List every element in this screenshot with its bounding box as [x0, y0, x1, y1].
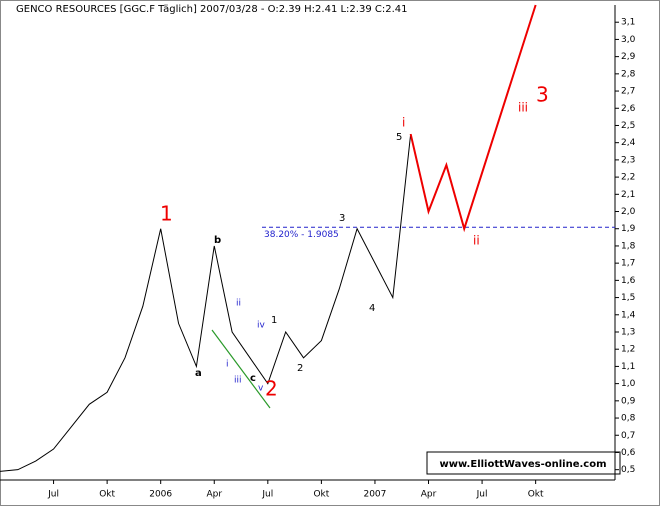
wave-label: 1 [271, 315, 277, 326]
y-tick-label: 0,9 [621, 396, 636, 406]
wave-label: c [250, 373, 256, 384]
wave-label: v [258, 384, 264, 394]
wave-label: ii [473, 234, 480, 248]
y-tick-label: 1,8 [621, 241, 636, 251]
y-tick-label: 1,7 [621, 259, 635, 269]
trend-line [211, 329, 271, 409]
y-tick-label: 2,8 [621, 69, 636, 79]
y-tick-label: 0,7 [621, 431, 635, 441]
wave-label: iv [257, 321, 266, 331]
price-line [409, 4, 537, 233]
wave-label: b [214, 235, 221, 246]
y-tick-label: 1,0 [621, 379, 636, 389]
wave-label: i [226, 360, 229, 370]
wave-label: 3 [339, 213, 345, 224]
wave-label: 2 [297, 363, 303, 374]
x-tick-label: Okt [528, 490, 544, 500]
y-tick-label: 2,9 [621, 52, 636, 62]
wave-label: i [402, 116, 405, 130]
x-tick-label: Jul [476, 490, 488, 500]
y-tick-label: 2,5 [621, 121, 635, 131]
y-tick-label: 2,2 [621, 173, 635, 183]
y-tick-label: 1,1 [621, 362, 635, 372]
wave-label: 1 [160, 202, 173, 226]
y-tick-label: 1,4 [621, 310, 636, 320]
y-tick-label: 3,1 [621, 18, 635, 28]
y-tick-label: 1,3 [621, 327, 635, 337]
y-tick-label: 2,7 [621, 87, 635, 97]
wave-label: 4 [369, 303, 375, 314]
chart-title: GENCO RESOURCES [GGC.F Täglich] 2007/03/… [16, 4, 408, 15]
y-tick-label: 0,6 [621, 448, 636, 458]
x-tick-label: Okt [99, 490, 115, 500]
y-tick-label: 2,1 [621, 190, 635, 200]
wave-label: 3 [536, 83, 549, 107]
watermark: www.ElliottWaves-online.com [439, 459, 606, 470]
x-tick-label: Okt [313, 490, 329, 500]
x-tick-label: Jul [47, 490, 59, 500]
y-tick-label: 2,6 [621, 104, 636, 114]
x-tick-label: 2007 [363, 490, 386, 500]
wave-label: 2 [265, 377, 278, 401]
fib-label: 38.20% - 1.9085 [264, 230, 339, 240]
y-tick-label: 1,2 [621, 345, 635, 355]
watermark-box [426, 451, 621, 475]
y-tick-label: 1,5 [621, 293, 635, 303]
wave-label: iii [518, 101, 528, 115]
wave-label: a [195, 368, 202, 379]
y-tick-label: 1,9 [621, 224, 636, 234]
x-tick-label: Jul [261, 490, 273, 500]
y-tick-label: 1,6 [621, 276, 636, 286]
wave-label: 5 [396, 132, 402, 143]
price-line [0, 134, 412, 472]
x-tick-label: Apr [206, 490, 222, 500]
y-tick-label: 2,4 [621, 138, 636, 148]
x-tick-label: 2006 [149, 490, 172, 500]
wave-label: iii [234, 376, 242, 386]
y-tick-label: 0,8 [621, 414, 636, 424]
y-tick-label: 2,3 [621, 155, 635, 165]
x-tick-label: Apr [421, 490, 437, 500]
y-tick-label: 2,0 [621, 207, 636, 217]
y-tick-label: 0,5 [621, 465, 635, 475]
y-tick-label: 3,0 [621, 35, 636, 45]
wave-label: ii [236, 299, 241, 309]
